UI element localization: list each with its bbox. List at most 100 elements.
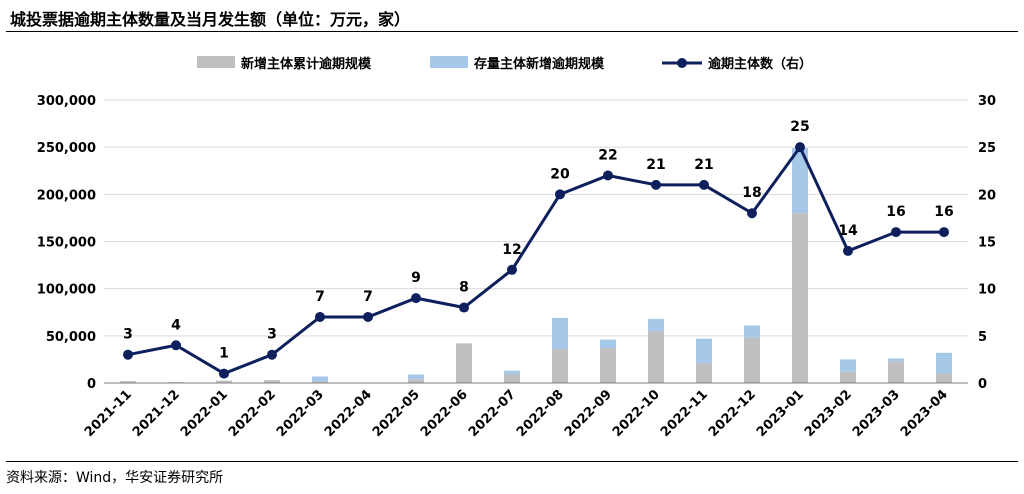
bar-new-entity: [552, 349, 568, 383]
bar-new-entity: [648, 331, 664, 383]
line-point: [603, 170, 613, 181]
source-note: 资料来源：Wind，华安证券研究所: [6, 470, 224, 486]
data-label: 20: [550, 166, 570, 182]
y-left-tick-label: 150,000: [37, 236, 96, 251]
x-tick-label: 2023-03: [850, 387, 903, 440]
data-label: 21: [694, 157, 713, 173]
x-tick-label: 2022-06: [418, 387, 471, 440]
legend-label-new-entity: 新增主体累计逾期规模: [241, 56, 372, 72]
bar-existing-entity: [600, 339, 616, 349]
bar-new-entity: [504, 374, 520, 383]
bar-existing-entity: [696, 338, 712, 364]
gridlines: [104, 99, 968, 337]
line-point: [219, 368, 229, 379]
line-point: [507, 264, 517, 275]
bar-new-entity: [792, 213, 808, 383]
data-label: 3: [123, 327, 133, 343]
title-divider: [6, 31, 1018, 32]
legend-swatch-existing-entity: [430, 56, 468, 68]
y-left-tick-label: 200,000: [37, 188, 96, 203]
legend-label-existing-entity: 存量主体新增逾期规模: [474, 56, 605, 72]
x-tick-label: 2022-04: [322, 387, 375, 440]
bar-new-entity: [936, 373, 952, 383]
line-point: [363, 311, 373, 322]
data-label: 4: [171, 317, 181, 333]
data-label: 7: [315, 289, 325, 305]
line-point: [411, 293, 421, 304]
legend-label-overdue-count: 逾期主体数（右）: [708, 56, 812, 72]
bar-existing-entity: [552, 317, 568, 350]
line-point: [939, 227, 949, 238]
bar-existing-entity: [744, 325, 760, 338]
bar-existing-entity: [792, 148, 808, 214]
x-tick-label: 2023-01: [754, 387, 807, 440]
bar-existing-entity: [888, 358, 904, 362]
bar-new-entity: [120, 381, 136, 383]
data-label: 3: [267, 327, 277, 343]
bar-new-entity: [456, 343, 472, 383]
data-label: 18: [742, 185, 761, 201]
x-tick-label: 2022-07: [466, 387, 519, 440]
line-point: [171, 340, 181, 351]
line-point: [267, 349, 277, 360]
bar-existing-entity: [840, 359, 856, 372]
bar-existing-entity: [648, 318, 664, 332]
x-tick-label: 2022-05: [370, 387, 423, 440]
bars: [120, 148, 952, 383]
axes: 0 50,000 100,000 150,000 200,000 250,000 300,0…: [37, 94, 996, 440]
x-tick-label: 2023-04: [898, 387, 951, 440]
data-label: 12: [502, 242, 521, 258]
data-label: 1: [219, 346, 229, 362]
bar-existing-entity: [408, 374, 424, 380]
y-left-tick-label: 250,000: [37, 141, 96, 156]
line-point: [315, 311, 325, 322]
bar-new-entity: [696, 363, 712, 383]
legend-marker-overdue-count: [677, 58, 687, 68]
data-label: 25: [790, 119, 809, 135]
x-tick-label: 2022-01: [178, 387, 231, 440]
x-tick-label: 2022-11: [658, 387, 711, 440]
line-point: [459, 302, 469, 313]
bar-new-entity: [312, 381, 328, 383]
bar-existing-entity: [936, 352, 952, 374]
y-right-tick-label: 0: [978, 377, 987, 392]
line-point: [891, 227, 901, 238]
bar-new-entity: [744, 337, 760, 383]
bar-new-entity: [840, 371, 856, 383]
bar-new-entity: [264, 380, 280, 383]
x-tick-label: 2022-03: [274, 387, 327, 440]
line-point: [123, 349, 133, 360]
y-left-tick-label: 100,000: [37, 283, 96, 298]
y-right-tick-label: 30: [978, 94, 996, 109]
data-label: 16: [934, 204, 953, 220]
bar-existing-entity: [312, 376, 328, 382]
y-right-tick-label: 25: [978, 141, 996, 156]
chart: 新增主体累计逾期规模 存量主体新增逾期规模 逾期主体数（右） 0 50,000 100,…: [37, 56, 996, 440]
line-point: [747, 208, 757, 219]
data-label: 16: [886, 204, 905, 220]
line-point: [651, 179, 661, 190]
x-tick-label: 2023-02: [802, 387, 855, 440]
chart-title: 城投票据逾期主体数量及当月发生额（单位：万元，家）: [10, 10, 411, 29]
y-right-tick-label: 10: [978, 283, 996, 298]
line-point: [699, 179, 709, 190]
data-label: 8: [459, 280, 469, 296]
bar-new-entity: [408, 379, 424, 383]
line-point: [843, 245, 853, 256]
bar-existing-entity: [504, 370, 520, 375]
source-divider: [6, 461, 1018, 462]
data-label: 9: [411, 270, 421, 286]
x-tick-label: 2022-02: [226, 387, 279, 440]
y-left-tick-label: 300,000: [37, 94, 96, 109]
x-tick-label: 2021-12: [130, 387, 183, 440]
data-label: 21: [646, 157, 665, 173]
x-tick-label: 2021-11: [82, 387, 135, 440]
x-tick-label: 2022-12: [706, 387, 759, 440]
data-label: 14: [838, 223, 858, 239]
bar-new-entity: [600, 348, 616, 383]
x-tick-label: 2022-08: [514, 387, 567, 440]
bar-new-entity: [216, 380, 232, 383]
data-label: 7: [363, 289, 373, 305]
line-series: [123, 142, 949, 379]
legend: 新增主体累计逾期规模 存量主体新增逾期规模 逾期主体数（右）: [197, 56, 812, 72]
